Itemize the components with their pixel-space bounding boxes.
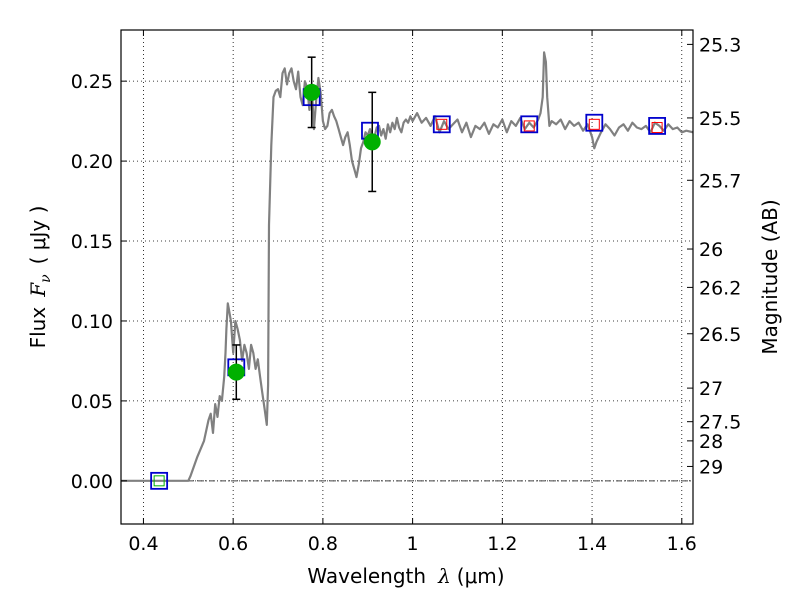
y-tick-label: 0.10 (71, 311, 113, 333)
x-axis-units: (μm) (457, 564, 505, 588)
upper-limit-square (523, 120, 535, 132)
y-axis-subscript: ν (38, 274, 54, 283)
x-tick-label: 1 (407, 533, 419, 555)
right-axis-title: Magnitude (AB) (758, 199, 782, 354)
y-axis-title: Flux Fν ( μJy ) (26, 206, 54, 349)
y-tick-label: 0.05 (71, 391, 113, 413)
x-tick-label: 0.8 (308, 533, 338, 555)
upper-limit-square (588, 118, 600, 130)
y-axis-title-prefix: Flux (26, 307, 50, 349)
y-axis-symbol: F (26, 282, 50, 298)
y-tick-label: 0.20 (71, 151, 113, 173)
magnitude-tick-label: 26.5 (699, 324, 741, 346)
x-tick-label: 0.6 (218, 533, 248, 555)
magnitude-tick-label: 27.5 (699, 412, 741, 434)
magnitude-tick-label: 26.2 (699, 277, 741, 299)
model-photometry-square (648, 117, 667, 135)
x-axis-symbol: λ (437, 564, 451, 588)
observed-photometry-point (227, 363, 245, 381)
observed-photometry-point (303, 83, 321, 101)
observed-photometry-point (363, 133, 381, 151)
magnitude-tick-label: 28 (699, 431, 723, 453)
y-tick-label: 0.15 (71, 231, 113, 253)
y-tick-label: 0.25 (71, 71, 113, 93)
upper-limit-square (651, 122, 663, 134)
upper-limit-square (153, 475, 165, 487)
x-tick-label: 1.4 (577, 533, 607, 555)
magnitude-tick-label: 25.3 (699, 34, 741, 56)
x-axis-title: Wavelength λ (μm) (307, 564, 504, 588)
plot-area: 0.4 0.6 0.8 1 1.2 1.4 1.6 0.00 0.05 0.10 0.15 0.20 0… (71, 29, 741, 555)
magnitude-tick-label: 29 (699, 456, 723, 478)
model-photometry-square (520, 115, 539, 134)
plot-background (121, 30, 693, 524)
x-tick-label: 1.6 (667, 533, 697, 555)
x-tick-label: 1.2 (487, 533, 517, 555)
model-photometry-square (150, 471, 169, 490)
x-axis-title-prefix: Wavelength (307, 564, 426, 588)
magnitude-tick-label: 26 (699, 239, 723, 261)
model-photometry-square (585, 113, 604, 132)
magnitude-tick-label: 25.5 (699, 108, 741, 130)
model-photometry-square (432, 115, 451, 134)
y-tick-label: 0.00 (71, 471, 113, 493)
y-axis-units: ( μJy ) (26, 206, 50, 265)
upper-limit-square (436, 118, 448, 130)
axes-frame (120, 29, 694, 525)
magnitude-tick-label: 27 (699, 378, 723, 400)
magnitude-tick-label: 25.7 (699, 170, 741, 192)
x-tick-label: 0.4 (128, 533, 158, 555)
